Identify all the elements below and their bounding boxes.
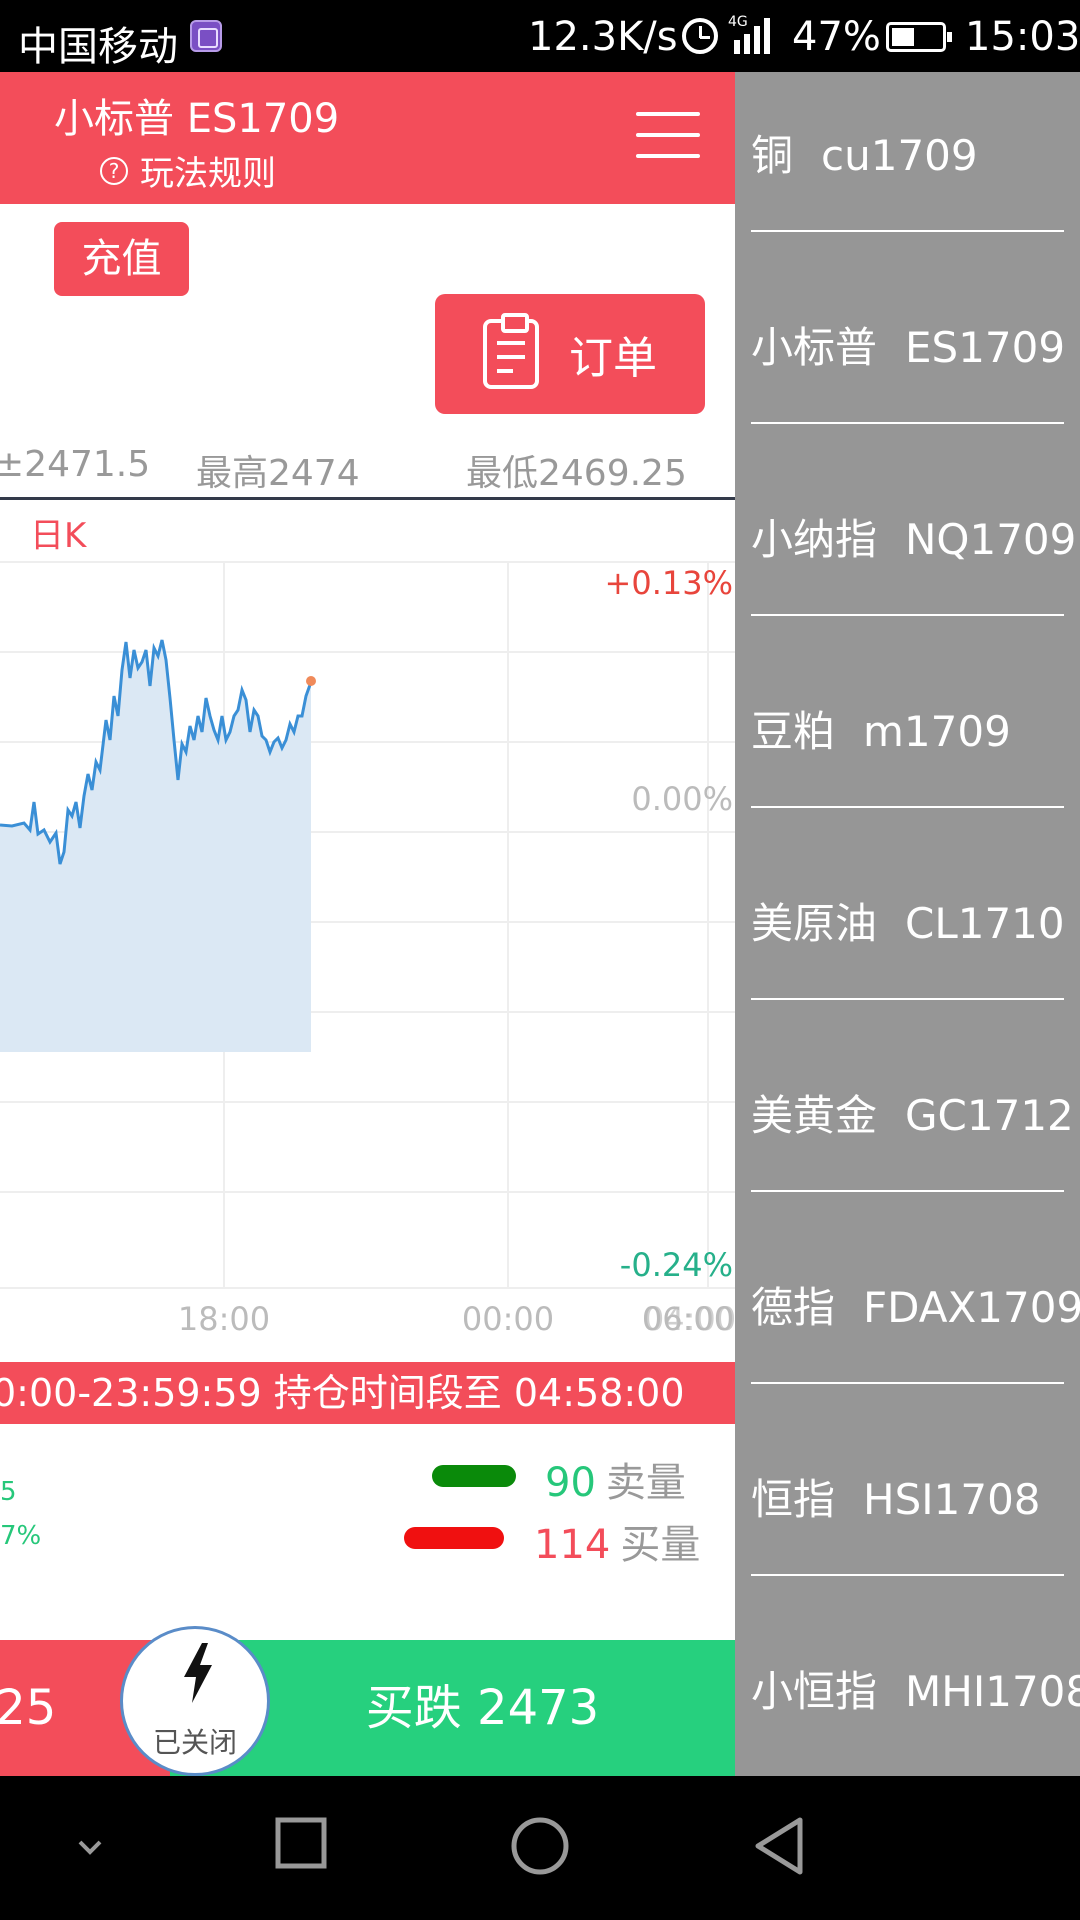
drawer-item-name: 美黄金 <box>751 1091 878 1140</box>
help-icon: ? <box>100 156 128 185</box>
drawer-item-code: GC1712 <box>905 1091 1074 1140</box>
volume-left: 5 7% <box>0 1470 41 1558</box>
price-chart: +0.13% 0.00% -0.24% 18:00 00:00 06:00 04… <box>0 561 735 1338</box>
drawer-item-name: 德指 <box>751 1283 836 1332</box>
y-label-mid: 0.00% <box>631 780 733 818</box>
drawer-divider <box>751 614 1064 616</box>
home-icon[interactable] <box>510 1816 570 1876</box>
clock: 15:03 <box>965 14 1080 60</box>
network-type: 4G <box>728 14 748 30</box>
drawer-item[interactable]: 小恒指 MHI1708 <box>751 1658 1080 1718</box>
clipboard-icon <box>483 313 539 389</box>
drawer-divider <box>751 422 1064 424</box>
drawer-item[interactable]: 美黄金 GC1712 <box>751 1082 1074 1142</box>
last-price-dot <box>306 676 316 686</box>
app-header: 小标普 ES1709 ? 玩法规则 <box>0 72 735 204</box>
x-label-0400: 04:00 <box>644 1300 735 1338</box>
page-title: 小标普 ES1709 <box>54 96 340 142</box>
drawer-divider <box>751 230 1064 232</box>
drawer-item[interactable]: 小标普 ES1709 <box>751 314 1065 374</box>
sell-count: 90 <box>545 1460 596 1506</box>
current-price: ±2471.5 <box>0 444 151 485</box>
buy-volume-bar <box>404 1527 504 1549</box>
drawer-divider <box>751 806 1064 808</box>
drawer-item-name: 恒指 <box>751 1475 836 1524</box>
drawer-item[interactable]: 德指 FDAX1709 <box>751 1274 1080 1334</box>
rules-label: 玩法规则 <box>140 154 276 194</box>
drawer-item-code: HSI1708 <box>863 1475 1041 1524</box>
drawer-divider <box>751 1190 1064 1192</box>
buy-volume: 114 买量 <box>534 1512 700 1570</box>
low-price: 最低2469.25 <box>466 453 687 494</box>
battery-icon <box>886 22 952 52</box>
drawer-item[interactable]: 豆粕 m1709 <box>751 698 1011 758</box>
y-label-bottom: -0.24% <box>620 1246 733 1284</box>
price-area <box>0 640 311 1052</box>
volume-left-percent: 7% <box>0 1521 42 1551</box>
drawer-item-name: 豆粕 <box>751 707 836 756</box>
drawer-item-code: MHI1708 <box>905 1667 1080 1716</box>
drawer-item-name: 美原油 <box>751 899 878 948</box>
sell-label: 卖量 <box>605 1460 686 1506</box>
high-price: 最高2474 <box>196 453 360 494</box>
hide-keyboard-icon[interactable] <box>72 1834 108 1864</box>
system-nav-bar <box>0 1776 1080 1920</box>
drawer-item-code: ES1709 <box>905 323 1066 372</box>
drawer-item-name: 小标普 <box>751 323 878 372</box>
drawer-item-code: cu1709 <box>821 131 978 180</box>
drawer-item-code: NQ1709 <box>905 515 1077 564</box>
alarm-icon <box>682 18 718 54</box>
drawer-item-name: 小纳指 <box>751 515 878 564</box>
price-stats: ±2471.5 最高2474 最低2469.25 <box>0 440 735 498</box>
drawer-item[interactable]: 小纳指 NQ1709 <box>751 506 1076 566</box>
x-label-0000: 00:00 <box>462 1300 554 1338</box>
stats-divider <box>0 497 735 500</box>
buy-label: 买量 <box>620 1522 701 1568</box>
back-icon[interactable] <box>752 1816 806 1876</box>
market-status-label: 已关闭 <box>152 1726 237 1759</box>
drawer-divider <box>751 1382 1064 1384</box>
buy-down-button[interactable]: 买跌 2473 <box>170 1640 735 1776</box>
product-drawer: 铜 cu1709 小标普 ES1709 小纳指 NQ1709 豆粕 m1709 美原油 CL171… <box>735 72 1080 1776</box>
carrier-name: 中国移动 <box>18 24 178 70</box>
x-label-1800: 18:00 <box>178 1300 270 1338</box>
drawer-item-name: 铜 <box>751 131 794 180</box>
price-line <box>0 639 313 865</box>
recharge-button[interactable]: 充值 <box>54 222 189 296</box>
drawer-divider <box>751 998 1064 1000</box>
drawer-item-code: CL1710 <box>905 899 1065 948</box>
buy-count: 114 <box>534 1522 611 1568</box>
buy-up-label: .25 <box>0 1680 57 1736</box>
battery-percent: 47% <box>792 14 881 60</box>
y-label-top: +0.13% <box>605 564 733 602</box>
drawer-item[interactable]: 美原油 CL1710 <box>751 890 1065 950</box>
market-status-button[interactable]: 已关闭 <box>120 1626 270 1776</box>
volume-left-value: 5 <box>0 1477 17 1507</box>
order-label: 订单 <box>569 333 657 384</box>
order-button[interactable]: 订单 <box>435 294 705 414</box>
sell-volume: 90 卖量 <box>545 1450 686 1508</box>
rules-link[interactable]: ? 玩法规则 <box>100 146 276 195</box>
drawer-item-code: FDAX1709 <box>863 1283 1080 1332</box>
network-speed: 12.3K/s <box>528 14 678 60</box>
lightning-icon <box>184 1643 212 1703</box>
tab-day-k[interactable]: 日K <box>30 516 87 556</box>
notice-text: 0:00-23:59:59 持仓时间段至 04:58:00 <box>0 1371 685 1415</box>
x-label-0600: 06:00 <box>642 1300 734 1338</box>
drawer-item-code: m1709 <box>863 707 1011 756</box>
signal-icon: 4G <box>728 14 770 54</box>
menu-icon[interactable] <box>636 112 700 162</box>
drawer-item[interactable]: 铜 cu1709 <box>751 122 978 182</box>
trading-time-notice: 0:00-23:59:59 持仓时间段至 04:58:00 <box>0 1362 735 1424</box>
sell-volume-bar <box>432 1465 516 1487</box>
drawer-item-name: 小恒指 <box>751 1667 878 1716</box>
gallery-icon <box>190 20 222 52</box>
status-bar: 中国移动 12.3K/s 4G 47% 15:03 <box>0 0 1080 72</box>
drawer-divider <box>751 1574 1064 1576</box>
recent-apps-icon[interactable] <box>274 1816 328 1870</box>
buy-down-label: 买跌 2473 <box>365 1680 600 1736</box>
drawer-item[interactable]: 恒指 HSI1708 <box>751 1466 1041 1526</box>
